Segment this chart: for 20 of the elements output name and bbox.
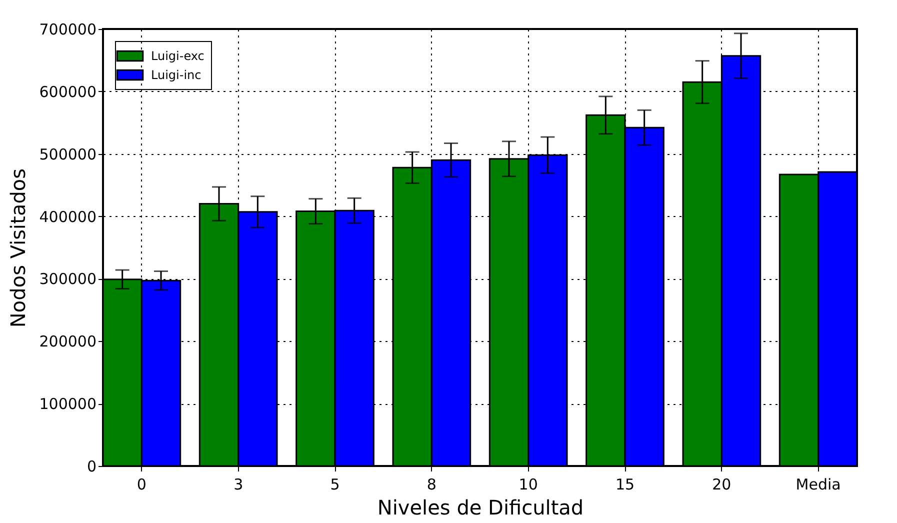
y-tick-label: 100000 xyxy=(39,395,96,414)
y-tick-label: 600000 xyxy=(39,82,96,101)
x-tick-label: 8 xyxy=(426,476,436,494)
y-tick-label: 200000 xyxy=(39,332,96,351)
x-tick-label: 3 xyxy=(234,476,244,494)
legend-label: Luigi-inc xyxy=(151,68,202,82)
y-tick-label: 700000 xyxy=(39,20,96,38)
x-tick-label: 5 xyxy=(330,476,340,494)
x-tick-label: 20 xyxy=(712,476,732,494)
y-tick-label: 0 xyxy=(86,458,96,476)
legend-label: Luigi-exc xyxy=(151,49,204,63)
y-axis-title: Nodos Visitados xyxy=(6,168,30,328)
y-tick-label: 400000 xyxy=(39,208,96,226)
y-tick-label: 500000 xyxy=(39,145,96,164)
x-tick-label: Media xyxy=(796,476,841,494)
x-tick-label: 0 xyxy=(136,476,146,494)
x-axis-title: Niveles de Dificultad xyxy=(377,496,584,520)
y-tick-label: 300000 xyxy=(39,270,96,288)
x-tick-label: 15 xyxy=(615,476,635,494)
x-tick-label: 10 xyxy=(518,476,538,494)
